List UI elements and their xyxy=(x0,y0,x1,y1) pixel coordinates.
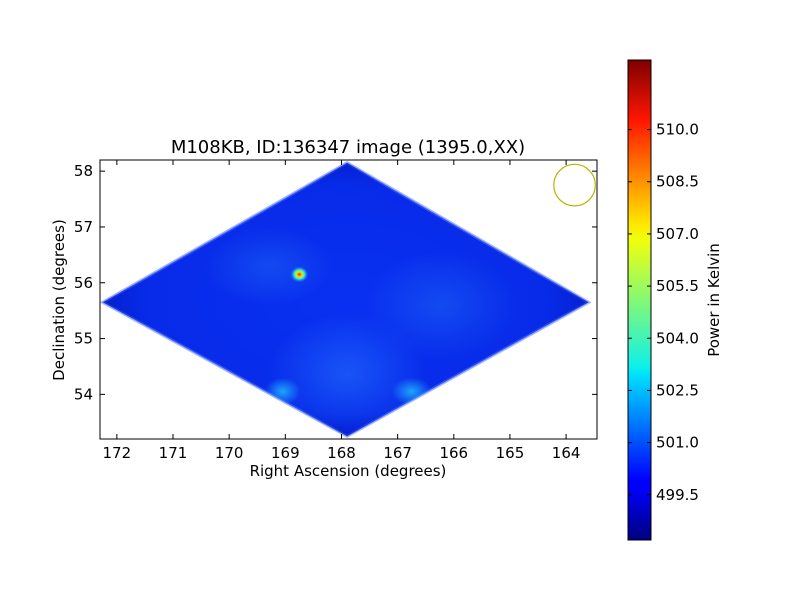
hotspot-mark xyxy=(290,266,309,283)
colorbar-tick-label: 510.0 xyxy=(656,121,699,139)
x-tick-label: 168 xyxy=(327,444,356,462)
colorbar xyxy=(627,59,652,541)
x-tick-label: 166 xyxy=(439,444,468,462)
heatmap-layer xyxy=(100,161,592,438)
colorbar-tick-label: 505.5 xyxy=(656,277,699,295)
x-axis-ticks: 172 171 170 169 168 167 166 165 164 xyxy=(103,160,581,462)
colorbar-tick-label: 502.5 xyxy=(656,381,699,399)
y-tick-label: 55 xyxy=(74,330,93,348)
beam-circle xyxy=(553,163,596,207)
x-tick-label: 169 xyxy=(271,444,300,462)
plot-frame xyxy=(99,159,598,440)
x-tick-label: 171 xyxy=(159,444,188,462)
x-tick-label: 170 xyxy=(215,444,244,462)
colorbar-tick-label: 501.0 xyxy=(656,434,699,452)
colorbar-tick-label: 504.0 xyxy=(656,329,699,347)
y-tick-label: 58 xyxy=(74,162,93,180)
colorbar-label: Power in Kelvin xyxy=(705,243,723,357)
footprint-structure xyxy=(102,162,589,437)
colorbar-tick-label: 508.5 xyxy=(656,173,699,191)
x-axis-label: Right Ascension (degrees) xyxy=(250,462,447,480)
colorbar-ticks: 499.5 501.0 502.5 504.0 505.5 507.0 508.5 510.0 xyxy=(628,121,699,504)
y-axis-ticks: 54 55 56 57 58 xyxy=(74,162,597,403)
x-tick-label: 164 xyxy=(552,444,581,462)
map-edge-shade xyxy=(102,162,589,437)
x-tick-label: 167 xyxy=(383,444,412,462)
x-tick-label: 172 xyxy=(103,444,132,462)
chart-title: M108KB, ID:136347 image (1395.0,XX) xyxy=(171,137,525,158)
y-tick-label: 54 xyxy=(74,385,93,403)
y-tick-label: 57 xyxy=(74,218,93,236)
colorbar-tick-label: 507.0 xyxy=(656,225,699,243)
x-tick-label: 165 xyxy=(496,444,525,462)
hotspot xyxy=(290,266,309,283)
colorbar-tick-label: 499.5 xyxy=(656,486,699,504)
y-tick-label: 56 xyxy=(74,274,93,292)
y-axis-label: Declination (degrees) xyxy=(50,219,68,381)
